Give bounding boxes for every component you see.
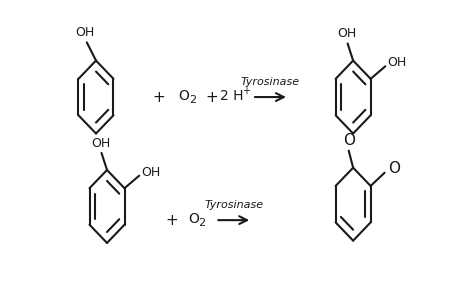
Text: 2: 2	[198, 218, 205, 228]
Text: OH: OH	[141, 166, 161, 179]
Text: OH: OH	[75, 25, 95, 38]
Text: O: O	[179, 89, 190, 103]
Text: Tyrosinase: Tyrosinase	[241, 77, 300, 87]
Text: +: +	[205, 90, 218, 104]
Text: OH: OH	[337, 27, 356, 40]
Text: OH: OH	[91, 136, 110, 149]
Text: +: +	[165, 213, 178, 228]
Text: O: O	[389, 161, 401, 176]
Text: +: +	[242, 86, 250, 96]
Text: +: +	[152, 90, 165, 104]
Text: 2 H: 2 H	[220, 89, 244, 103]
Text: O: O	[188, 212, 199, 226]
Text: OH: OH	[387, 56, 407, 69]
Text: 2: 2	[189, 96, 196, 105]
Text: Tyrosinase: Tyrosinase	[204, 200, 263, 210]
Text: O: O	[343, 133, 355, 148]
